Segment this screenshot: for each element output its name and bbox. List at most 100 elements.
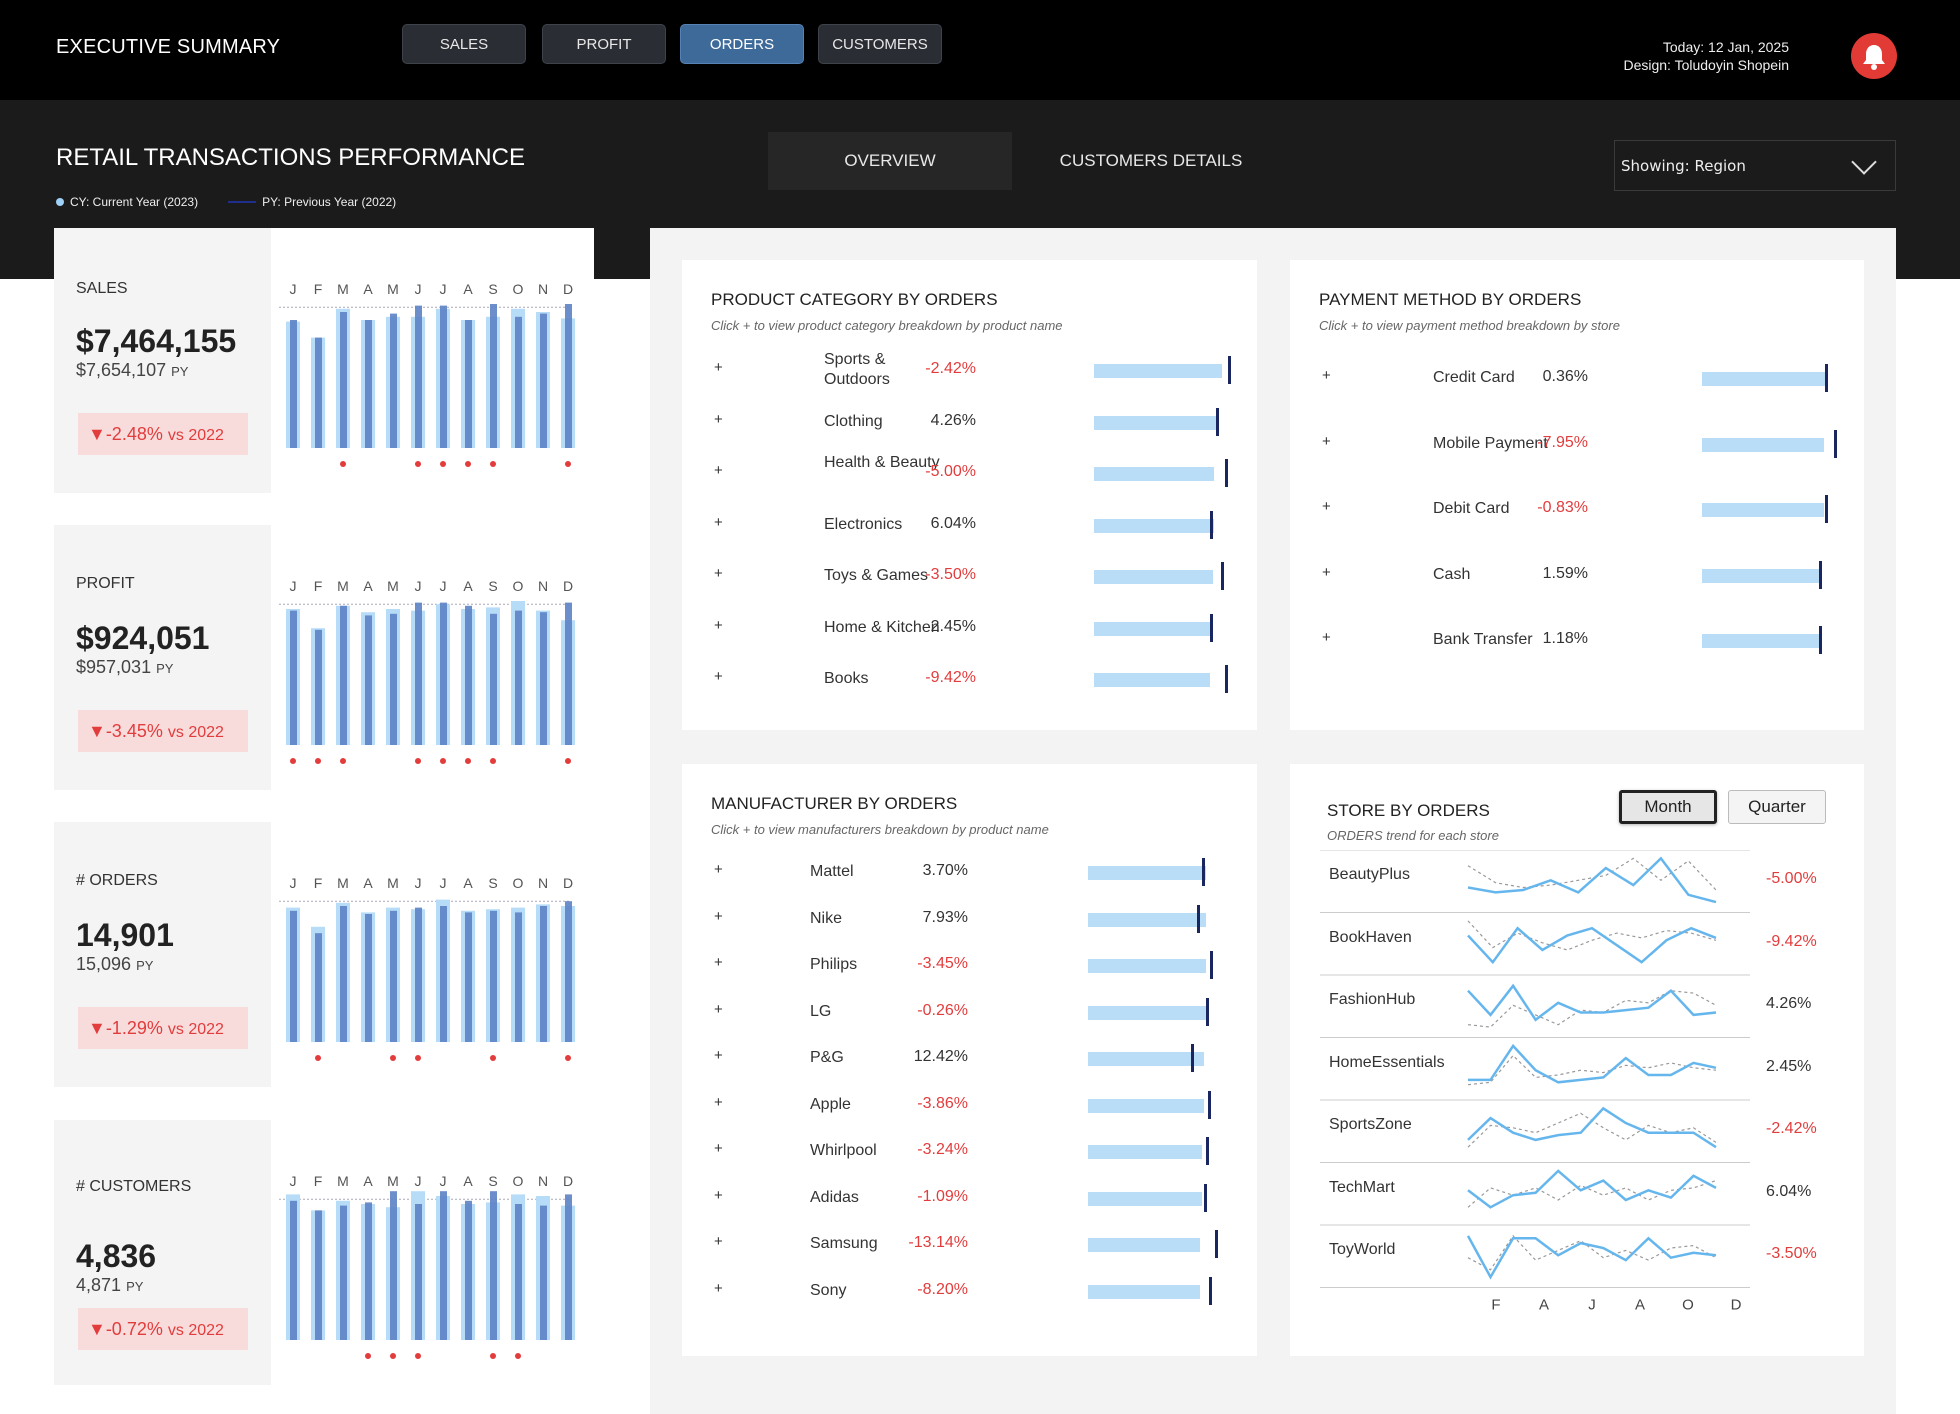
- panel-subtitle: Click + to view product category breakdo…: [711, 318, 1063, 333]
- list-row[interactable]: + Whirlpool -3.24%: [682, 1133, 1257, 1169]
- row-percent: -8.20%: [917, 1280, 968, 1298]
- expand-plus-icon[interactable]: +: [714, 565, 723, 582]
- expand-plus-icon[interactable]: +: [714, 359, 723, 376]
- row-name: Adidas: [810, 1188, 859, 1206]
- expand-plus-icon[interactable]: +: [714, 1233, 723, 1250]
- list-row[interactable]: + Nike 7.93%: [682, 901, 1257, 937]
- list-row[interactable]: + Cash 1.59%: [1290, 557, 1864, 593]
- current-year-bar: [1094, 364, 1223, 378]
- current-year-bar: [1088, 1005, 1207, 1020]
- expand-plus-icon[interactable]: +: [714, 668, 723, 685]
- list-row[interactable]: + P&G 12.42%: [682, 1040, 1257, 1076]
- nav-profit-button[interactable]: PROFIT: [542, 24, 666, 64]
- nav-orders-button[interactable]: ORDERS: [680, 24, 804, 64]
- decline-flag-dot: [340, 758, 346, 764]
- kpi-delta-value: ▼-0.72%: [88, 1319, 163, 1339]
- toggle-month-button[interactable]: Month: [1619, 790, 1717, 824]
- month-tick-label: M: [387, 875, 399, 891]
- expand-plus-icon[interactable]: +: [714, 861, 723, 878]
- list-row[interactable]: + Sports & Outdoors -2.42%: [682, 351, 1257, 388]
- decline-flag-dot: [490, 1353, 496, 1359]
- decline-flag-dot: [515, 1353, 521, 1359]
- previous-year-marker: [1206, 1137, 1210, 1165]
- list-row[interactable]: + Mobile Payment -7.95%: [1290, 426, 1864, 462]
- expand-plus-icon[interactable]: +: [714, 1279, 723, 1297]
- kpi-card: # CUSTOMERS 4,836 4,871 PY ▼-0.72% vs 2022: [54, 1120, 271, 1385]
- month-tick-label: D: [563, 281, 573, 297]
- decline-flag-dot: [565, 461, 571, 467]
- decline-flag-dot: [565, 1055, 571, 1061]
- expand-plus-icon[interactable]: +: [1322, 432, 1331, 450]
- notification-bell-icon[interactable]: [1851, 33, 1897, 79]
- py-bar: [390, 313, 397, 448]
- expand-plus-icon[interactable]: +: [714, 1000, 723, 1018]
- list-row[interactable]: + Sony -8.20%: [682, 1273, 1257, 1309]
- decline-flag-dot: [415, 461, 421, 467]
- list-row[interactable]: + Clothing 4.26%: [682, 404, 1257, 440]
- nav-customers-button[interactable]: CUSTOMERS: [818, 24, 942, 64]
- list-row[interactable]: + LG -0.26%: [682, 994, 1257, 1030]
- row-percent: -0.26%: [917, 1001, 968, 1019]
- current-year-bar: [1094, 518, 1215, 533]
- month-tick-label: N: [538, 1173, 548, 1189]
- tab-customers-details[interactable]: CUSTOMERS DETAILS: [1059, 151, 1243, 170]
- list-row[interactable]: + Bank Transfer 1.18%: [1290, 622, 1864, 658]
- py-bar: [565, 602, 572, 745]
- py-bar: [440, 906, 447, 1042]
- expand-plus-icon[interactable]: +: [1322, 629, 1331, 646]
- expand-plus-icon[interactable]: +: [1322, 367, 1331, 384]
- kpi-py-value: 15,096: [76, 954, 132, 974]
- panel-subtitle: ORDERS trend for each store: [1327, 828, 1499, 843]
- expand-plus-icon[interactable]: +: [714, 1140, 723, 1157]
- kpi-py-value: 4,871: [76, 1275, 122, 1295]
- list-row[interactable]: + Philips -3.45%: [682, 947, 1257, 983]
- expand-plus-icon[interactable]: +: [714, 954, 723, 971]
- legend: CY: Current Year (2023) PY: Previous Yea…: [56, 195, 396, 209]
- py-bar: [440, 1191, 447, 1340]
- expand-plus-icon[interactable]: +: [714, 462, 723, 479]
- expand-plus-icon[interactable]: +: [714, 616, 723, 634]
- expand-plus-icon[interactable]: +: [714, 1047, 723, 1064]
- expand-plus-icon[interactable]: +: [1322, 563, 1331, 581]
- tab-overview[interactable]: OVERVIEW: [768, 132, 1012, 190]
- list-row[interactable]: + Credit Card 0.36%: [1290, 360, 1864, 396]
- py-bar: [490, 613, 497, 745]
- list-row[interactable]: + Home & Kitchen 2.45%: [682, 610, 1257, 646]
- list-row[interactable]: + Samsung -13.14%: [682, 1226, 1257, 1262]
- row-name: Philips: [810, 956, 858, 973]
- chevron-down-icon: [1851, 149, 1877, 175]
- list-row[interactable]: + Electronics 6.04%: [682, 507, 1257, 543]
- list-row[interactable]: + Toys & Games -3.50%: [682, 558, 1257, 594]
- region-dropdown[interactable]: Showing: Region: [1614, 140, 1896, 191]
- expand-plus-icon[interactable]: +: [714, 907, 723, 925]
- current-year-bar: [1094, 621, 1212, 636]
- expand-plus-icon[interactable]: +: [714, 410, 723, 428]
- py-bar: [315, 337, 322, 448]
- expand-plus-icon[interactable]: +: [1322, 498, 1331, 515]
- month-tick-label: J: [290, 875, 297, 891]
- list-row[interactable]: + Health & Beauty -5.00%: [682, 454, 1257, 491]
- row-name: Samsung: [810, 1235, 878, 1252]
- expand-plus-icon[interactable]: +: [714, 1093, 723, 1111]
- expand-plus-icon[interactable]: +: [714, 1186, 723, 1204]
- month-tick-label: A: [463, 578, 473, 594]
- list-row[interactable]: + Debit Card -0.83%: [1290, 491, 1864, 527]
- row-percent: -0.83%: [1537, 499, 1588, 516]
- today-label: Today: 12 Jan, 2025: [1662, 39, 1789, 55]
- current-year-bar: [1088, 1238, 1200, 1252]
- list-row[interactable]: + Mattel 3.70%: [682, 854, 1257, 890]
- kpi-py: $7,654,107 PY: [76, 360, 188, 381]
- list-row[interactable]: + Books -9.42%: [682, 661, 1257, 697]
- list-row[interactable]: + Adidas -1.09%: [682, 1180, 1257, 1216]
- nav-sales-button[interactable]: SALES: [402, 24, 526, 64]
- py-bar: [515, 1204, 522, 1340]
- py-bar: [415, 1204, 422, 1340]
- decline-flag-dot: [415, 758, 421, 764]
- toggle-quarter-button[interactable]: Quarter: [1728, 790, 1826, 824]
- list-row[interactable]: + Apple -3.86%: [682, 1087, 1257, 1123]
- decline-flag-dot: [490, 461, 496, 467]
- month-tick-label: S: [488, 281, 497, 297]
- store-percent: 6.04%: [1766, 1182, 1812, 1200]
- expand-plus-icon[interactable]: +: [714, 513, 723, 531]
